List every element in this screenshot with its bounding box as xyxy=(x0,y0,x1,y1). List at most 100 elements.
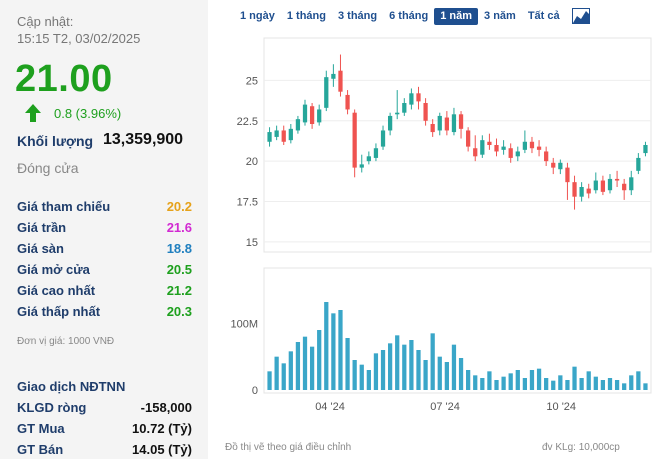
candle-body xyxy=(551,162,556,168)
stat-label: Giá tham chiếu xyxy=(17,199,111,214)
volume-bar xyxy=(302,336,308,390)
volume-bar xyxy=(267,371,272,390)
candle-body xyxy=(437,115,442,131)
volume-bar xyxy=(309,346,315,390)
candle xyxy=(317,104,322,126)
candle-body xyxy=(501,146,506,150)
candle xyxy=(614,170,620,187)
volume-bar xyxy=(274,356,279,390)
volume-bar xyxy=(395,335,400,390)
candle xyxy=(508,143,513,163)
candle-body xyxy=(586,188,591,194)
candle-body xyxy=(317,109,322,123)
volume-bar xyxy=(480,378,485,390)
candle xyxy=(423,98,428,126)
candle-body xyxy=(636,157,641,171)
tab-1-year[interactable]: 1 năm xyxy=(434,7,479,25)
tab-3-years[interactable]: 3 năm xyxy=(484,9,516,22)
candle xyxy=(451,107,457,136)
volume-bar xyxy=(501,376,506,390)
volume-bar xyxy=(437,356,442,390)
candle xyxy=(274,125,279,141)
candle-body xyxy=(473,148,478,157)
volume-bar xyxy=(451,344,457,390)
candle xyxy=(345,90,350,115)
tab-3-months[interactable]: 3 tháng xyxy=(337,9,378,22)
volume-bar xyxy=(338,310,343,390)
volume-bar xyxy=(593,376,598,390)
candle-body xyxy=(487,141,492,145)
candle xyxy=(607,174,613,194)
candle xyxy=(387,112,393,136)
candle xyxy=(636,153,641,175)
volume-unit-note: đv KLg: 10,000cp xyxy=(542,442,620,453)
volume-bar xyxy=(444,362,449,390)
candle xyxy=(359,154,364,173)
candle xyxy=(267,127,272,147)
price-plot-frame xyxy=(263,37,652,253)
candle xyxy=(536,140,542,157)
candle-body xyxy=(302,104,308,123)
volume-bar xyxy=(522,378,528,390)
candle xyxy=(295,115,301,134)
chart-type-icon[interactable] xyxy=(571,8,590,24)
volume-bar xyxy=(331,313,336,390)
candle-body xyxy=(593,180,598,191)
volume-bar xyxy=(359,364,364,390)
current-price: 21.00 xyxy=(15,58,113,100)
market-status: Đóng cửa xyxy=(17,160,79,176)
candle-body xyxy=(402,103,407,113)
volume-bar xyxy=(466,370,471,390)
candle xyxy=(622,178,627,200)
candle-body xyxy=(267,132,272,142)
candle-body xyxy=(366,156,371,162)
stat-label: Giá cao nhất xyxy=(17,283,96,298)
candle-body xyxy=(309,106,315,124)
candle-body xyxy=(288,128,293,141)
volume-tick-label: 100M xyxy=(230,318,258,330)
candle xyxy=(558,159,563,175)
x-tick-label: 07 '24 xyxy=(430,401,460,413)
candle xyxy=(586,183,591,199)
tab-1-month[interactable]: 1 tháng xyxy=(286,9,326,22)
candle xyxy=(302,99,308,126)
price-tick-label: 22.5 xyxy=(237,116,258,128)
tab-all[interactable]: Tất cả xyxy=(527,9,560,22)
candle-body xyxy=(629,177,634,191)
price-change: 0.8 (3.96%) xyxy=(54,106,122,121)
candle-body xyxy=(444,117,449,131)
candle-body xyxy=(430,124,435,133)
candle xyxy=(629,170,634,196)
stat-value: 21.6 xyxy=(166,220,192,235)
price-chart[interactable]: 25 22.5 20 17.5 15 100M 0 04 '24 07 '24 10 '24 0… xyxy=(0,0,660,440)
foreign-row-buy: GT Mua 10.72 (Tỷ) xyxy=(17,421,192,442)
candle-body xyxy=(331,73,336,79)
foreign-label: GT Mua xyxy=(17,421,65,436)
volume-tick-label: 0 xyxy=(252,385,258,397)
volume-bar xyxy=(544,378,549,390)
volume-label: Khối lượng xyxy=(17,133,94,149)
candle-body xyxy=(373,148,379,158)
candle xyxy=(544,146,549,166)
stat-row-high: Giá cao nhất 21.2 xyxy=(17,283,192,304)
volume-bar xyxy=(536,368,542,390)
volume-bar xyxy=(494,380,499,390)
candle-body xyxy=(416,93,421,102)
candle-body xyxy=(324,77,329,108)
candle xyxy=(352,109,357,178)
candle xyxy=(395,90,400,120)
tab-1-day[interactable]: 1 ngày xyxy=(240,9,275,22)
volume-bar xyxy=(423,360,428,390)
candle xyxy=(416,86,421,110)
candle xyxy=(338,54,343,97)
volume-bar xyxy=(487,371,492,390)
candle xyxy=(324,70,329,112)
foreign-row-net: KLGD ròng -158,000 xyxy=(17,400,192,421)
candle xyxy=(444,111,449,136)
stat-label: Giá mở cửa xyxy=(17,262,90,277)
tab-6-months[interactable]: 6 tháng xyxy=(389,9,429,22)
stat-value: 18.8 xyxy=(166,241,192,256)
candle-body xyxy=(409,93,414,105)
candle-body xyxy=(522,141,528,150)
candle xyxy=(373,143,379,162)
